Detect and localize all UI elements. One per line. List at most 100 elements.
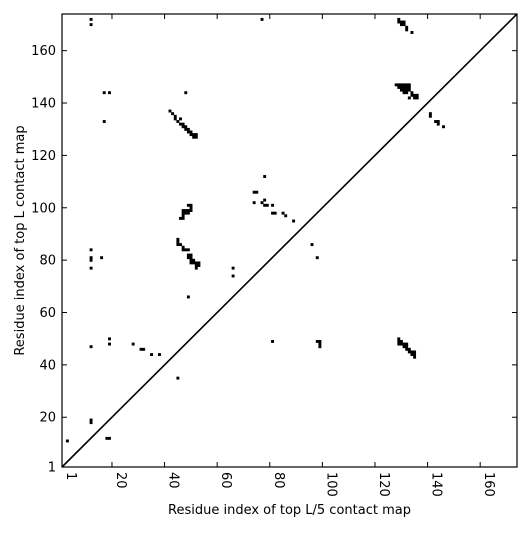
contact-cell-top-l5 <box>397 17 401 21</box>
contact-cell-top-l5 <box>407 83 411 87</box>
contact-cell-top-l5 <box>405 88 409 92</box>
contact-cell-top-l <box>273 211 277 215</box>
contact-cell-top-l <box>89 17 93 21</box>
contact-cell-top-l5 <box>413 350 417 354</box>
contact-cell-top-l <box>181 211 185 215</box>
x-axis-label: Residue index of top L/5 contact map <box>168 503 411 518</box>
contact-cell-top-l5 <box>260 17 264 21</box>
y-tick-label: 140 <box>31 97 56 112</box>
contact-cell-top-l <box>102 91 106 95</box>
contact-cell-top-l5 <box>407 350 411 354</box>
contact-cell-top-l5 <box>397 337 401 341</box>
contact-cell-top-l <box>89 266 93 270</box>
contact-cell-top-l5 <box>399 83 403 87</box>
contact-cell-top-l <box>89 345 93 349</box>
contact-cell-top-l5 <box>402 20 406 24</box>
contact-cell-top-l5 <box>397 342 401 346</box>
contact-cell-top-l <box>176 237 180 241</box>
contact-cell-top-l <box>194 266 198 270</box>
contact-cell-top-l5 <box>402 342 406 346</box>
contact-cell-top-l5 <box>315 340 319 343</box>
contact-cell-top-l5 <box>407 96 411 100</box>
contact-cell-top-l <box>194 135 198 139</box>
contact-cell-top-l5 <box>434 120 438 123</box>
contact-cell-top-l <box>194 264 198 267</box>
contact-cell-top-l5 <box>399 88 403 92</box>
contact-cell-top-l <box>179 216 182 220</box>
contact-cell-top-l5 <box>413 96 417 100</box>
contact-cell-top-l <box>181 209 185 212</box>
contact-cell-top-l5 <box>397 86 401 89</box>
contact-cell-top-l <box>89 23 93 27</box>
contact-cell-top-l <box>189 203 193 207</box>
contact-cell-top-l <box>100 256 104 260</box>
contact-cell-top-l5 <box>405 345 409 349</box>
contact-cell-top-l5 <box>436 122 440 126</box>
contact-cell-top-l <box>184 127 188 131</box>
contact-cell-top-l <box>89 248 93 252</box>
contact-cell-top-l <box>173 114 177 118</box>
x-tick-label: 20 <box>113 472 128 489</box>
contact-cell-top-l <box>186 256 190 260</box>
y-tick-label: 160 <box>31 44 56 59</box>
contact-cell-top-l5 <box>405 347 409 351</box>
contact-cell-top-l <box>271 203 275 207</box>
contact-cell-top-l5 <box>410 31 414 34</box>
contact-cell-top-l <box>89 421 93 425</box>
contact-cell-top-l <box>194 133 198 137</box>
axis-ticks: 1 20 40 60 80 100 120 140 1601204060801001201401… <box>31 14 517 497</box>
contact-cell-top-l <box>171 112 175 116</box>
contact-cell-top-l5 <box>410 350 414 354</box>
contact-cell-top-l <box>186 253 190 257</box>
x-tick-label: 120 <box>376 472 391 497</box>
contact-cell-top-l5 <box>399 23 403 27</box>
x-tick-label: 80 <box>271 472 286 489</box>
contact-cell-top-l <box>108 337 111 341</box>
contact-cell-top-l <box>173 117 177 121</box>
contact-cell-top-l5 <box>402 23 406 27</box>
contact-cell-top-l <box>184 211 188 215</box>
contact-cell-top-l <box>108 436 111 440</box>
diagonal-line <box>61 13 518 468</box>
contact-cell-top-l <box>181 214 185 218</box>
contact-cell-top-l5 <box>397 20 401 24</box>
y-axis-label: Residue index of top L contact map <box>13 125 28 355</box>
contact-cell-top-l <box>181 125 185 129</box>
contact-cell-top-l <box>194 261 198 265</box>
contact-cell-top-l5 <box>407 88 411 92</box>
contact-cell-top-l5 <box>402 86 406 89</box>
contact-cells <box>65 17 445 443</box>
contact-cell-top-l <box>186 203 190 207</box>
contact-cell-top-l5 <box>405 83 409 87</box>
contact-cell-top-l <box>265 203 269 207</box>
contact-cell-top-l <box>89 258 93 262</box>
contact-cell-top-l5 <box>405 342 409 346</box>
contact-cell-top-l <box>189 133 193 137</box>
contact-cell-top-l5 <box>399 20 403 24</box>
contact-cell-top-l5 <box>402 91 406 95</box>
contact-cell-top-l5 <box>415 93 419 97</box>
contact-cell-top-l5 <box>410 93 414 97</box>
contact-cell-top-l <box>281 211 285 215</box>
contact-cell-top-l <box>189 209 193 212</box>
contact-cell-top-l5 <box>397 83 401 87</box>
contact-cell-top-l5 <box>399 340 403 343</box>
contact-cell-top-l <box>105 436 109 440</box>
contact-cell-top-l <box>292 219 296 223</box>
contact-cell-top-l5 <box>410 91 414 95</box>
contact-cell-top-l <box>186 209 190 212</box>
x-tick-label: 160 <box>481 472 496 497</box>
contact-cell-top-l <box>252 201 256 205</box>
contact-cell-top-l5 <box>402 345 406 349</box>
contact-cell-top-l <box>142 347 146 351</box>
contact-cell-top-l <box>186 130 190 134</box>
contact-cell-top-l5 <box>413 353 417 357</box>
y-tick-label: 60 <box>39 306 56 321</box>
contact-cell-top-l5 <box>397 340 401 343</box>
y-tick-label: 100 <box>31 201 56 216</box>
contact-cell-top-l5 <box>428 112 432 116</box>
contact-cell-top-l <box>184 91 188 95</box>
contact-cell-top-l <box>176 243 180 247</box>
contact-cell-top-l <box>168 109 172 113</box>
